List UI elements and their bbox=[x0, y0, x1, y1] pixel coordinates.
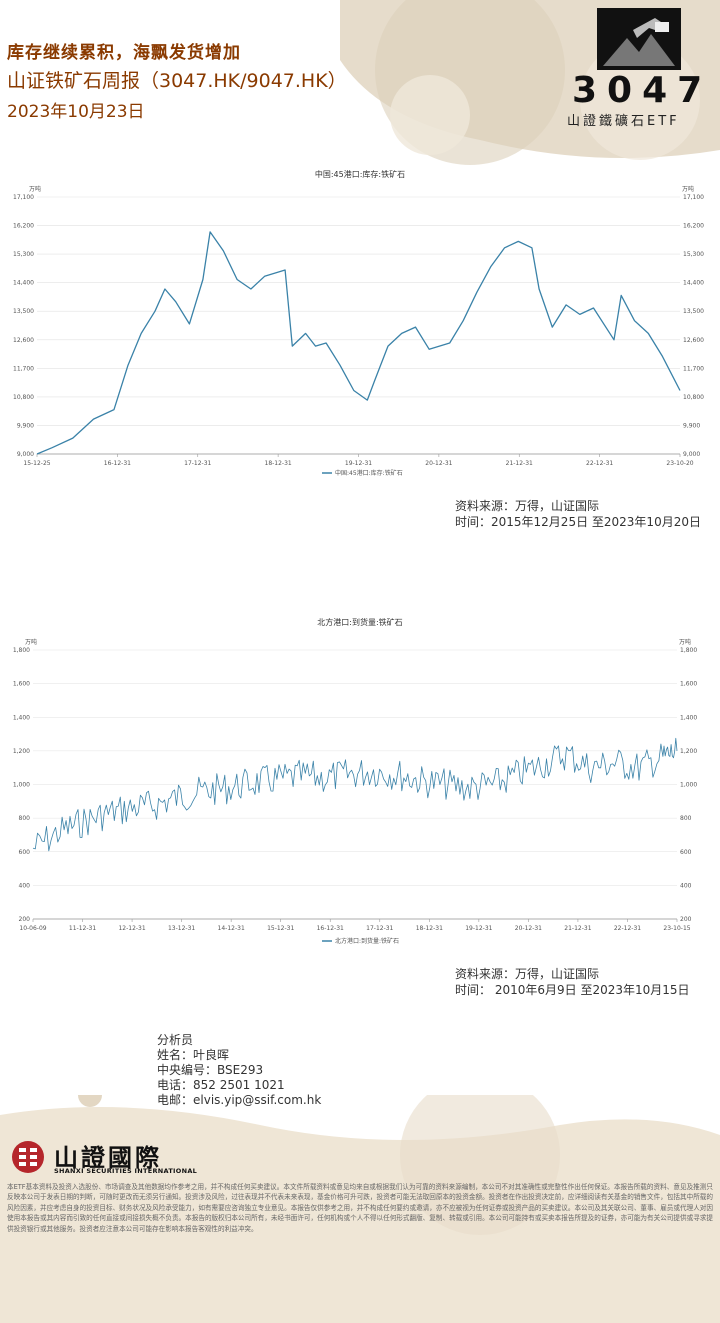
y-tick-label-right: 15,300 bbox=[683, 251, 704, 258]
y-tick-label-left: 9,900 bbox=[17, 422, 34, 429]
shanxi-logo-icon bbox=[10, 1139, 46, 1179]
x-tick-label: 17-12-31 bbox=[184, 460, 211, 467]
brand-name-cn: 山證國際 bbox=[54, 1143, 162, 1172]
analyst-email[interactable]: 电邮：elvis.yip@ssif.com.hk bbox=[157, 1093, 322, 1107]
x-tick-label: 12-12-31 bbox=[118, 925, 145, 932]
legend-label: 中国:45港口:库存:铁矿石 bbox=[335, 469, 403, 477]
y-tick-label-right: 13,500 bbox=[683, 308, 704, 315]
brand-name-en: SHANXI SECURITIES INTERNATIONAL bbox=[54, 1167, 198, 1175]
y-tick-label-left: 1,200 bbox=[13, 748, 30, 755]
analyst-heading: 分析员 bbox=[157, 1033, 194, 1047]
chart-inventory: 中国:45港口:库存:铁矿石 万吨 万吨 9,000 9,000 9,900 9,900 10… bbox=[0, 165, 720, 495]
x-tick-label: 17-12-31 bbox=[366, 925, 393, 932]
report-headline: 库存继续累积，海飘发货增加 bbox=[7, 43, 241, 63]
y-tick-label-left: 11,700 bbox=[13, 365, 34, 372]
y-axis-unit-right: 万吨 bbox=[682, 185, 694, 193]
chart1-source: 资料来源：万得，山证国际 时间：2015年12月25日 至2023年10月20日 bbox=[455, 498, 701, 530]
chart1-source-text: 资料来源：万得，山证国际 bbox=[455, 499, 600, 513]
y-tick-label-right: 600 bbox=[680, 849, 692, 856]
y-axis-unit-left: 万吨 bbox=[29, 185, 41, 193]
excavator-logo-icon bbox=[597, 8, 681, 74]
logo-fund-name: 山證鐵礦石ETF bbox=[567, 114, 680, 129]
logo-ticker: 3047 bbox=[572, 70, 713, 111]
y-tick-label-right: 16,200 bbox=[683, 223, 704, 230]
x-tick-label: 21-12-31 bbox=[506, 460, 533, 467]
analyst-block: 分析员 姓名：叶良晖 中央编号：BSE293 电话：852 2501 1021 … bbox=[157, 1033, 321, 1108]
chart1-period-text: 时间：2015年12月25日 至2023年10月20日 bbox=[455, 515, 701, 529]
y-tick-label-left: 200 bbox=[19, 916, 31, 923]
y-tick-label-right: 12,600 bbox=[683, 337, 704, 344]
chart-title: 北方港口:到货量:铁矿石 bbox=[317, 617, 402, 627]
analyst-name: 姓名：叶良晖 bbox=[157, 1048, 230, 1062]
y-tick-label-right: 1,800 bbox=[680, 647, 697, 654]
y-tick-label-left: 10,800 bbox=[13, 394, 34, 401]
y-tick-label-left: 17,100 bbox=[13, 194, 34, 201]
y-tick-label-right: 17,100 bbox=[683, 194, 704, 201]
legend-label: 北方港口:到货量:铁矿石 bbox=[335, 937, 399, 945]
x-tick-label: 19-12-31 bbox=[465, 925, 492, 932]
x-tick-label: 18-12-31 bbox=[416, 925, 443, 932]
report-title: 山证铁矿石周报（3047.HK/9047.HK） bbox=[7, 70, 347, 92]
y-tick-label-right: 400 bbox=[680, 882, 692, 889]
x-tick-label: 15-12-25 bbox=[23, 460, 50, 467]
chart-arrivals: 北方港口:到货量:铁矿石 万吨 万吨 200 200 400 400 600 600 800 800… bbox=[0, 613, 720, 963]
y-tick-label-left: 12,600 bbox=[13, 337, 34, 344]
y-tick-label-right: 200 bbox=[680, 916, 692, 923]
y-axis-unit-left: 万吨 bbox=[25, 638, 37, 646]
y-tick-label-right: 9,900 bbox=[683, 422, 700, 429]
x-tick-label: 20-12-31 bbox=[425, 460, 452, 467]
y-tick-label-left: 1,400 bbox=[13, 714, 30, 721]
y-tick-label-left: 1,800 bbox=[13, 647, 30, 654]
series-line bbox=[32, 737, 678, 852]
x-tick-label: 16-12-31 bbox=[317, 925, 344, 932]
y-tick-label-left: 800 bbox=[19, 815, 31, 822]
y-tick-label-left: 400 bbox=[19, 882, 31, 889]
y-tick-label-left: 600 bbox=[19, 849, 31, 856]
y-tick-label-right: 1,600 bbox=[680, 681, 697, 688]
x-tick-label: 21-12-31 bbox=[564, 925, 591, 932]
y-tick-label-right: 14,400 bbox=[683, 280, 704, 287]
x-tick-label: 15-12-31 bbox=[267, 925, 294, 932]
x-tick-label: 23-10-20 bbox=[666, 460, 693, 467]
analyst-phone: 电话：852 2501 1021 bbox=[157, 1078, 285, 1092]
y-axis-unit-right: 万吨 bbox=[679, 638, 691, 646]
series-line bbox=[36, 231, 681, 455]
y-tick-label-right: 1,200 bbox=[680, 748, 697, 755]
y-tick-label-right: 9,000 bbox=[683, 451, 700, 458]
y-tick-label-left: 13,500 bbox=[13, 308, 34, 315]
chart2-source-text: 资料来源：万得，山证国际 bbox=[455, 967, 600, 981]
y-tick-label-left: 14,400 bbox=[13, 280, 34, 287]
y-tick-label-left: 1,600 bbox=[13, 681, 30, 688]
y-tick-label-left: 9,000 bbox=[17, 451, 34, 458]
chart-title: 中国:45港口:库存:铁矿石 bbox=[315, 169, 405, 179]
chart2-period-text: 时间： 2010年6月9日 至2023年10月15日 bbox=[455, 983, 690, 997]
x-tick-label: 18-12-31 bbox=[265, 460, 292, 467]
y-tick-label-right: 1,000 bbox=[680, 782, 697, 789]
x-tick-label: 10-06-09 bbox=[19, 925, 46, 932]
y-tick-label-right: 11,700 bbox=[683, 365, 704, 372]
disclaimer-text: 本ETF基本资料及投资入选股份、市场调查及其他数据均作参考之用，并不构成任何买卖… bbox=[7, 1183, 713, 1233]
y-tick-label-left: 16,200 bbox=[13, 223, 34, 230]
y-tick-label-right: 1,400 bbox=[680, 714, 697, 721]
x-tick-label: 20-12-31 bbox=[515, 925, 542, 932]
report-date: 2023年10月23日 bbox=[7, 102, 145, 122]
x-tick-label: 22-12-31 bbox=[586, 460, 613, 467]
x-tick-label: 19-12-31 bbox=[345, 460, 372, 467]
x-tick-label: 23-10-15 bbox=[663, 925, 690, 932]
footer-background bbox=[0, 1095, 720, 1323]
y-tick-label-right: 800 bbox=[680, 815, 692, 822]
chart2-source: 资料来源：万得，山证国际 时间： 2010年6月9日 至2023年10月15日 bbox=[455, 966, 690, 998]
y-tick-label-right: 10,800 bbox=[683, 394, 704, 401]
x-tick-label: 11-12-31 bbox=[69, 925, 96, 932]
x-tick-label: 22-12-31 bbox=[614, 925, 641, 932]
x-tick-label: 16-12-31 bbox=[104, 460, 131, 467]
x-tick-label: 13-12-31 bbox=[168, 925, 195, 932]
y-tick-label-left: 15,300 bbox=[13, 251, 34, 258]
y-tick-label-left: 1,000 bbox=[13, 782, 30, 789]
analyst-id: 中央编号：BSE293 bbox=[157, 1063, 264, 1077]
x-tick-label: 14-12-31 bbox=[218, 925, 245, 932]
